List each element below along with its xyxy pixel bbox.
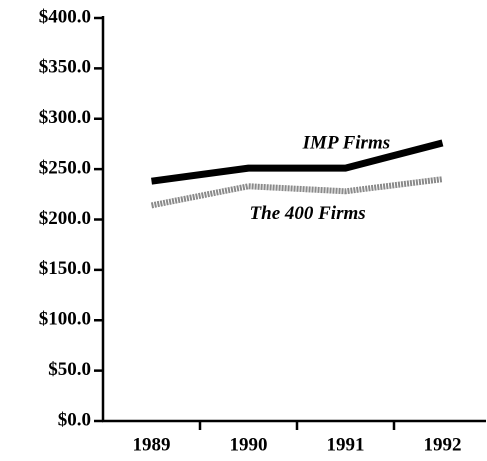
y-tick-label: $50.0: [48, 359, 91, 380]
series-label: The 400 Firms: [250, 203, 366, 224]
series-label: IMP Firms: [302, 132, 390, 153]
y-tick-label: $0.0: [58, 409, 91, 430]
x-tick-label: 1992: [424, 434, 462, 455]
y-tick-label: $250.0: [39, 157, 91, 178]
line-series: [150, 176, 443, 209]
y-tick-label: $100.0: [39, 309, 91, 330]
y-tick-label: $150.0: [39, 258, 91, 279]
y-tick-label: $300.0: [39, 107, 91, 128]
line-series: [151, 139, 444, 185]
x-tick-label: 1990: [230, 434, 268, 455]
y-tick-label: $350.0: [39, 57, 91, 78]
y-tick-label: $200.0: [39, 208, 91, 229]
x-tick-label: 1989: [133, 434, 171, 455]
y-tick-label: $400.0: [39, 6, 91, 27]
x-tick-label: 1991: [327, 434, 365, 455]
